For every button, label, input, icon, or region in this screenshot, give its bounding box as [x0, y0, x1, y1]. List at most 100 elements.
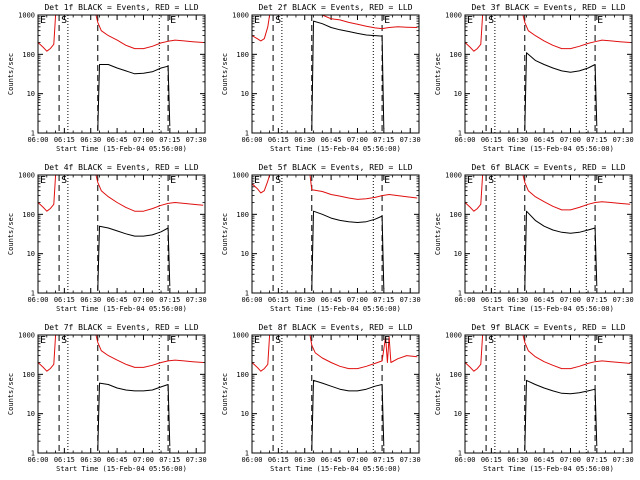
y-tick-label: 1000: [232, 172, 249, 180]
x-tick-label: 06:30: [294, 136, 315, 144]
x-tick-label: 06:45: [534, 296, 555, 304]
x-tick-label: 07:00: [560, 296, 581, 304]
y-tick-label: 10: [454, 410, 462, 418]
panel-5: Det 5f BLACK = Events, RED = LLD Counts/s…: [221, 163, 421, 313]
x-tick-label: 06:00: [454, 136, 475, 144]
panel-title: Det 9f BLACK = Events, RED = LLD: [471, 323, 625, 332]
x-axis-label: Start Time (15-Feb-04 05:56:00): [270, 465, 401, 473]
x-tick-label: 07:30: [400, 136, 421, 144]
events-series-line: [97, 225, 171, 290]
x-tick-label: 06:30: [294, 456, 315, 464]
x-tick-label: 07:30: [186, 136, 207, 144]
y-tick-label: 1000: [445, 332, 462, 340]
x-tick-label: 07:15: [373, 456, 394, 464]
x-tick-label: 06:15: [268, 296, 289, 304]
y-tick-label: 100: [22, 51, 35, 59]
plot-frame: [251, 174, 420, 294]
x-tick-label: 06:45: [107, 136, 128, 144]
x-tick-label: 07:00: [133, 456, 154, 464]
events-series-line: [311, 20, 385, 130]
x-tick-label: 06:00: [454, 296, 475, 304]
interval-marker-label: S: [488, 335, 494, 346]
interval-marker-label: S: [61, 15, 67, 26]
x-tick-label: 07:00: [133, 296, 154, 304]
plot-frame: [464, 174, 633, 294]
panel-title: Det 8f BLACK = Events, RED = LLD: [258, 323, 412, 332]
panel-title: Det 4f BLACK = Events, RED = LLD: [44, 163, 198, 172]
interval-marker-label: S: [61, 175, 67, 186]
interval-marker-label: E: [384, 175, 390, 186]
y-tick-label: 1: [458, 130, 462, 138]
y-tick-label: 1: [458, 290, 462, 298]
x-tick-label: 06:15: [481, 296, 502, 304]
interval-marker-label: E: [170, 175, 176, 186]
interval-marker-label: S: [275, 335, 281, 346]
panel-6: Det 6f BLACK = Events, RED = LLD Counts/s…: [434, 163, 634, 313]
x-tick-label: 07:30: [613, 296, 634, 304]
events-series-line: [97, 382, 171, 450]
y-axis-label: Counts/sec: [7, 213, 15, 255]
x-tick-label: 07:00: [347, 296, 368, 304]
plot-frame: [464, 14, 633, 134]
interval-marker-label: E: [597, 175, 603, 186]
lld-series-line: [251, 334, 418, 372]
x-tick-label: 07:00: [560, 456, 581, 464]
y-tick-label: 100: [22, 211, 35, 219]
interval-marker-label: E: [170, 15, 176, 26]
x-tick-label: 07:00: [347, 456, 368, 464]
y-tick-label: 1: [245, 130, 249, 138]
x-tick-label: 06:00: [27, 136, 48, 144]
x-tick-label: 06:30: [80, 296, 101, 304]
x-tick-label: 06:15: [54, 136, 75, 144]
lld-series-line: [37, 174, 204, 212]
x-tick-label: 07:30: [613, 136, 634, 144]
x-tick-label: 06:15: [268, 136, 289, 144]
events-series-line: [311, 379, 385, 450]
y-tick-label: 100: [449, 51, 462, 59]
plot-frame: [37, 14, 206, 134]
y-tick-label: 1000: [18, 332, 35, 340]
x-tick-label: 07:15: [159, 456, 180, 464]
y-axis-label: Counts/sec: [434, 373, 442, 415]
x-tick-label: 06:30: [507, 136, 528, 144]
x-tick-label: 06:15: [268, 456, 289, 464]
y-axis-label: Counts/sec: [434, 213, 442, 255]
lld-series-line: [464, 334, 631, 372]
x-axis-label: Start Time (15-Feb-04 05:56:00): [483, 305, 614, 313]
plot-frame: [251, 14, 420, 134]
x-tick-label: 07:15: [373, 296, 394, 304]
y-axis-label: Counts/sec: [221, 373, 229, 415]
interval-marker-label: S: [275, 175, 281, 186]
x-axis-label: Start Time (15-Feb-04 05:56:00): [483, 145, 614, 153]
y-tick-label: 1: [458, 450, 462, 458]
interval-marker-label: S: [488, 15, 494, 26]
y-axis-label: Counts/sec: [221, 53, 229, 95]
panel-title: Det 5f BLACK = Events, RED = LLD: [258, 163, 412, 172]
x-tick-label: 06:00: [241, 296, 262, 304]
x-axis-label: Start Time (15-Feb-04 05:56:00): [56, 465, 187, 473]
y-axis-label: Counts/sec: [7, 373, 15, 415]
y-axis-label: Counts/sec: [7, 53, 15, 95]
y-tick-label: 100: [449, 371, 462, 379]
x-tick-label: 06:45: [321, 456, 342, 464]
x-tick-label: 07:00: [347, 136, 368, 144]
y-tick-label: 1000: [18, 12, 35, 20]
x-tick-label: 07:30: [400, 296, 421, 304]
x-tick-label: 07:30: [613, 456, 634, 464]
x-tick-label: 06:45: [321, 296, 342, 304]
x-axis-label: Start Time (15-Feb-04 05:56:00): [56, 145, 187, 153]
x-tick-label: 06:45: [534, 136, 555, 144]
y-tick-label: 10: [27, 90, 35, 98]
x-tick-label: 06:30: [294, 296, 315, 304]
lld-series-line: [37, 14, 204, 52]
panel-3: Det 3f BLACK = Events, RED = LLD Counts/s…: [434, 3, 634, 153]
x-tick-label: 07:15: [159, 296, 180, 304]
y-tick-label: 1: [245, 290, 249, 298]
x-axis-label: Start Time (15-Feb-04 05:56:00): [270, 305, 401, 313]
y-tick-label: 10: [241, 410, 249, 418]
events-series-line: [97, 64, 171, 130]
panel-9: Det 9f BLACK = Events, RED = LLD Counts/s…: [434, 323, 634, 473]
y-tick-label: 100: [236, 211, 249, 219]
y-tick-label: 1: [31, 450, 35, 458]
y-tick-label: 1: [31, 290, 35, 298]
